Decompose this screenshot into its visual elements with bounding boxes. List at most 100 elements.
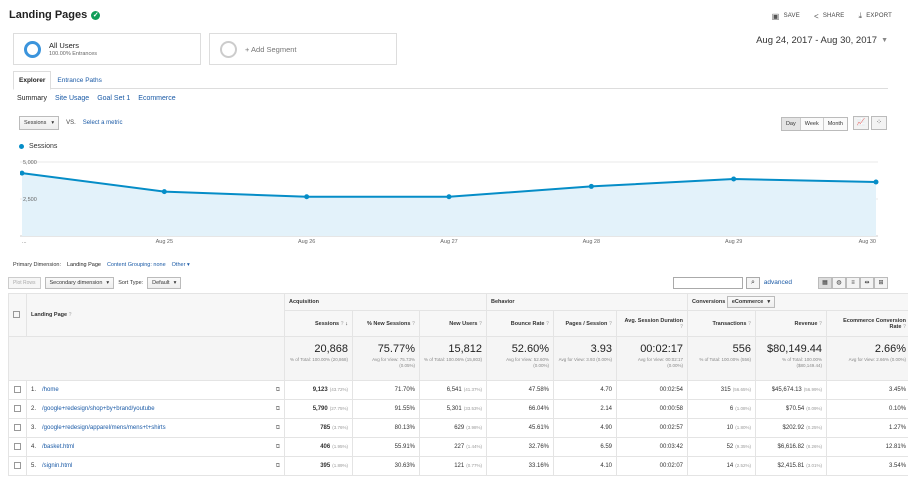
data-view-icon[interactable]: ▦ [818, 277, 832, 289]
table-group-header: Landing Page ? Acquisition Behavior Conv… [8, 293, 908, 337]
segment-all-users[interactable]: All Users 100.00% Entrances [13, 33, 201, 65]
percentage-view-icon[interactable]: ◍ [832, 277, 846, 289]
export-button[interactable]: ⤓ EXPORT [858, 11, 892, 21]
dimension-content-grouping[interactable]: Content Grouping: none [106, 262, 166, 268]
avg-duration-cell: 00:02:07 [615, 456, 689, 476]
period-day-button[interactable]: Day [781, 118, 800, 130]
table-row[interactable]: 2. /google+redesign/shop+by+brand/youtube… [8, 399, 908, 419]
period-month-button[interactable]: Month [822, 118, 847, 130]
external-link-icon[interactable]: ⧉ [275, 462, 280, 469]
landing-page-link[interactable]: /basket.html [42, 443, 75, 450]
pages-session-cell: 6.59 [553, 437, 617, 457]
period-week-button[interactable]: Week [799, 118, 823, 130]
landing-page-link[interactable]: /google+redesign/apparel/mens/mens+t+shi… [42, 424, 166, 431]
external-link-icon[interactable]: ⧉ [275, 424, 280, 431]
data-point[interactable] [731, 176, 737, 182]
row-checkbox-cell[interactable] [8, 418, 27, 438]
select-all-checkbox[interactable] [13, 310, 20, 318]
total-cell: 3.93 Avg for View: 3.93 (0.00%) [553, 336, 617, 381]
landing-page-header: Landing Page [31, 312, 68, 318]
dimension-other[interactable]: Other ▾ [171, 262, 190, 268]
row-checkbox-cell[interactable] [8, 456, 27, 476]
tab-explorer[interactable]: Explorer [13, 71, 52, 90]
table-row[interactable]: 3. /google+redesign/apparel/mens/mens+t+s… [8, 418, 908, 438]
subnav-goal-set-1[interactable]: Goal Set 1 [97, 95, 131, 102]
row-checkbox-cell[interactable] [8, 380, 27, 400]
column-pages-session[interactable]: Pages / Session ? [553, 310, 617, 337]
dimension-landing-page[interactable]: Landing Page [66, 262, 101, 268]
select-metric-link[interactable]: Select a metric [82, 120, 123, 126]
table-row[interactable]: 5. /signin.html ⧉ 395 (1.89%) 30.63% 121 (0.77%… [8, 456, 908, 476]
column-new-users[interactable]: New Users ? [419, 310, 487, 337]
conversion-rate-cell: 1.27% [826, 418, 908, 438]
revenue-cell: $2,415.81 (3.01%) [755, 456, 828, 476]
share-button[interactable]: < SHARE [814, 11, 845, 21]
search-icon[interactable]: ⌕ [746, 277, 760, 289]
subnav-ecommerce[interactable]: Ecommerce [138, 95, 176, 102]
column-conversion-rate[interactable]: Ecommerce Conversion Rate ? [826, 310, 908, 337]
line-chart-icon[interactable]: 📈 [853, 116, 869, 130]
sort-type-value: Default [152, 280, 170, 286]
row-checkbox-cell[interactable] [8, 399, 27, 419]
data-point[interactable] [588, 183, 594, 189]
column-landing-page[interactable]: Landing Page ? [26, 293, 285, 337]
sort-type-select[interactable]: Default ▾ [147, 277, 182, 289]
plot-rows-button[interactable]: Plot Rows [8, 277, 41, 289]
column-bounce-rate[interactable]: Bounce Rate ? [486, 310, 554, 337]
landing-page-cell: 5. /signin.html ⧉ [26, 456, 285, 476]
segment-ring-icon [24, 40, 41, 58]
save-button[interactable]: ▣ SAVE [772, 11, 800, 21]
add-segment-button[interactable]: + Add Segment [209, 33, 397, 65]
y-tick-label: 2,500 [23, 197, 37, 203]
revenue-cell: $45,674.13 (56.99%) [755, 380, 828, 400]
save-label: SAVE [783, 13, 800, 19]
data-point[interactable] [873, 179, 879, 185]
bounce-rate-cell: 45.61% [486, 418, 554, 438]
column-revenue[interactable]: Revenue ? [755, 310, 828, 337]
column-new-sessions[interactable]: % New Sessions ? [352, 310, 420, 337]
row-checkbox[interactable] [14, 442, 21, 450]
row-checkbox-cell[interactable] [8, 437, 27, 457]
row-checkbox[interactable] [14, 404, 21, 412]
data-point[interactable] [161, 189, 167, 195]
tab-entrance-paths[interactable]: Entrance Paths [57, 77, 102, 84]
column-avg-session-duration[interactable]: Avg. Session Duration ? [615, 310, 689, 337]
select-all-cell[interactable] [8, 293, 27, 337]
external-link-icon[interactable]: ⧉ [275, 386, 280, 393]
secondary-dimension-label: Secondary dimension [49, 280, 103, 286]
external-link-icon[interactable]: ⧉ [275, 443, 280, 450]
column-sessions[interactable]: Sessions ? ↓ [284, 310, 353, 337]
data-point[interactable] [20, 170, 25, 176]
performance-view-icon[interactable]: ≡ [846, 277, 860, 289]
table-search-input[interactable] [673, 277, 743, 289]
total-cell: 52.60% Avg for View: 52.60% (0.00%) [486, 336, 554, 381]
table-row[interactable]: 4. /basket.html ⧉ 406 (1.95%) 55.91% 227 (1.44%… [8, 437, 908, 457]
subnav-site-usage[interactable]: Site Usage [54, 95, 90, 102]
comparison-view-icon[interactable]: ⇹ [860, 277, 874, 289]
data-point[interactable] [446, 194, 452, 200]
metric-select[interactable]: Sessions ▾ [19, 116, 60, 130]
conversions-select[interactable]: eCommerce ▾ [726, 296, 776, 308]
landing-page-link[interactable]: /google+redesign/shop+by+brand/youtube [42, 405, 155, 412]
help-icon[interactable]: ? [68, 312, 72, 318]
data-point[interactable] [304, 194, 310, 200]
row-checkbox[interactable] [14, 461, 21, 469]
landing-page-link[interactable]: /home [42, 386, 59, 393]
pivot-view-icon[interactable]: ⊞ [874, 277, 888, 289]
advanced-filter-link[interactable]: advanced [763, 279, 792, 286]
pages-session-cell: 2.14 [553, 399, 617, 419]
secondary-dimension-select[interactable]: Secondary dimension ▾ [44, 277, 115, 289]
subnav-summary[interactable]: Summary [17, 95, 47, 102]
column-transactions[interactable]: Transactions ? [687, 310, 757, 337]
table-row[interactable]: 1. /home ⧉ 9,123 (43.72%) 71.70% 6,541 (41.37%)… [8, 380, 908, 400]
row-checkbox[interactable] [14, 423, 21, 431]
transactions-cell: 10 (1.80%) [687, 418, 757, 438]
date-range-picker[interactable]: Aug 24, 2017 - Aug 30, 2017 ▼ [756, 35, 888, 46]
landing-page-link[interactable]: /signin.html [42, 462, 73, 469]
segment-sub: 100.00% Entrances [49, 51, 98, 57]
row-checkbox[interactable] [14, 385, 21, 393]
external-link-icon[interactable]: ⧉ [275, 405, 280, 412]
bounce-rate-cell: 33.16% [486, 456, 554, 476]
motion-chart-icon[interactable]: ⁘ [871, 116, 887, 130]
chevron-down-icon: ▼ [881, 37, 888, 44]
